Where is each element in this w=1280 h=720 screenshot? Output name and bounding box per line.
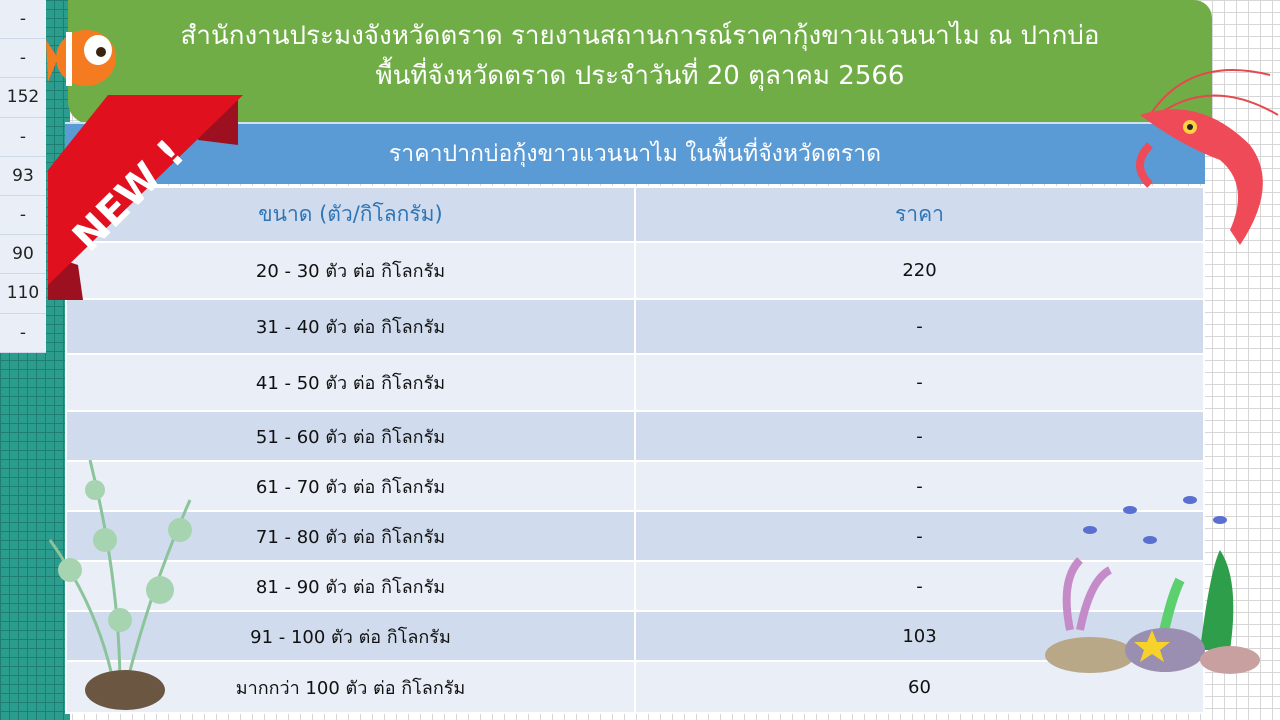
table-row: 20 - 30 ตัว ต่อ กิโลกรัม 220 bbox=[65, 241, 1205, 300]
page-title: สำนักงานประมงจังหวัดตราด รายงานสถานการณ์… bbox=[68, 0, 1212, 124]
table-row: 51 - 60 ตัว ต่อ กิโลกรัม - bbox=[65, 410, 1205, 462]
left-value-cell: 152 bbox=[0, 78, 46, 118]
cell-size: 20 - 30 ตัว ต่อ กิโลกรัม bbox=[65, 241, 636, 300]
left-value-cell: - bbox=[0, 0, 46, 40]
shrimp-icon bbox=[1136, 69, 1279, 246]
column-header-size: ขนาด (ตัว/กิโลกรัม) bbox=[65, 186, 636, 243]
title-line-1: สำนักงานประมงจังหวัดตราด รายงานสถานการณ์… bbox=[180, 21, 1100, 51]
cell-size: 71 - 80 ตัว ต่อ กิโลกรัม bbox=[65, 510, 636, 562]
left-value-cell: 93 bbox=[0, 156, 46, 196]
cell-price: - bbox=[634, 510, 1205, 562]
cell-size: 51 - 60 ตัว ต่อ กิโลกรัม bbox=[65, 410, 636, 462]
cell-price: - bbox=[634, 353, 1205, 412]
cell-price: 220 bbox=[634, 241, 1205, 300]
table-row: 61 - 70 ตัว ต่อ กิโลกรัม - bbox=[65, 460, 1205, 512]
column-header-price: ราคา bbox=[634, 186, 1205, 243]
cell-price: 60 bbox=[634, 660, 1205, 714]
cell-size: มากกว่า 100 ตัว ต่อ กิโลกรัม bbox=[65, 660, 636, 714]
cell-price: - bbox=[634, 410, 1205, 462]
title-line-2: พื้นที่จังหวัดตราด ประจำวันที่ 20 ตุลาคม… bbox=[375, 61, 905, 91]
cell-size: 91 - 100 ตัว ต่อ กิโลกรัม bbox=[65, 610, 636, 662]
left-value-cell: - bbox=[0, 117, 46, 157]
cell-size: 61 - 70 ตัว ต่อ กิโลกรัม bbox=[65, 460, 636, 512]
left-value-cell: - bbox=[0, 313, 46, 353]
left-value-cell: 110 bbox=[0, 274, 46, 314]
table-title: ราคาปากบ่อกุ้งขาวแวนนาไม ในพื้นที่จังหวั… bbox=[65, 122, 1205, 184]
left-value-cell: - bbox=[0, 195, 46, 236]
table-row: 91 - 100 ตัว ต่อ กิโลกรัม 103 bbox=[65, 610, 1205, 662]
table-row: 31 - 40 ตัว ต่อ กิโลกรัม - bbox=[65, 298, 1205, 355]
table-row: 71 - 80 ตัว ต่อ กิโลกรัม - bbox=[65, 510, 1205, 562]
cell-size: 31 - 40 ตัว ต่อ กิโลกรัม bbox=[65, 298, 636, 355]
cell-price: - bbox=[634, 298, 1205, 355]
left-value-cell: 90 bbox=[0, 235, 46, 275]
left-value-column: - -152-93-90 110- bbox=[0, 0, 46, 353]
table-row: 41 - 50 ตัว ต่อ กิโลกรัม - bbox=[65, 353, 1205, 412]
left-value-cell: - bbox=[0, 39, 46, 79]
cell-price: - bbox=[634, 460, 1205, 512]
table-row: มากกว่า 100 ตัว ต่อ กิโลกรัม 60 bbox=[65, 660, 1205, 714]
seaweed-plant-icon bbox=[48, 460, 192, 710]
clownfish-icon bbox=[46, 30, 116, 86]
coral-reef-icon bbox=[1045, 496, 1260, 674]
new-ribbon-badge: NEW ! bbox=[48, 95, 243, 300]
cell-size: 41 - 50 ตัว ต่อ กิโลกรัม bbox=[65, 353, 636, 412]
